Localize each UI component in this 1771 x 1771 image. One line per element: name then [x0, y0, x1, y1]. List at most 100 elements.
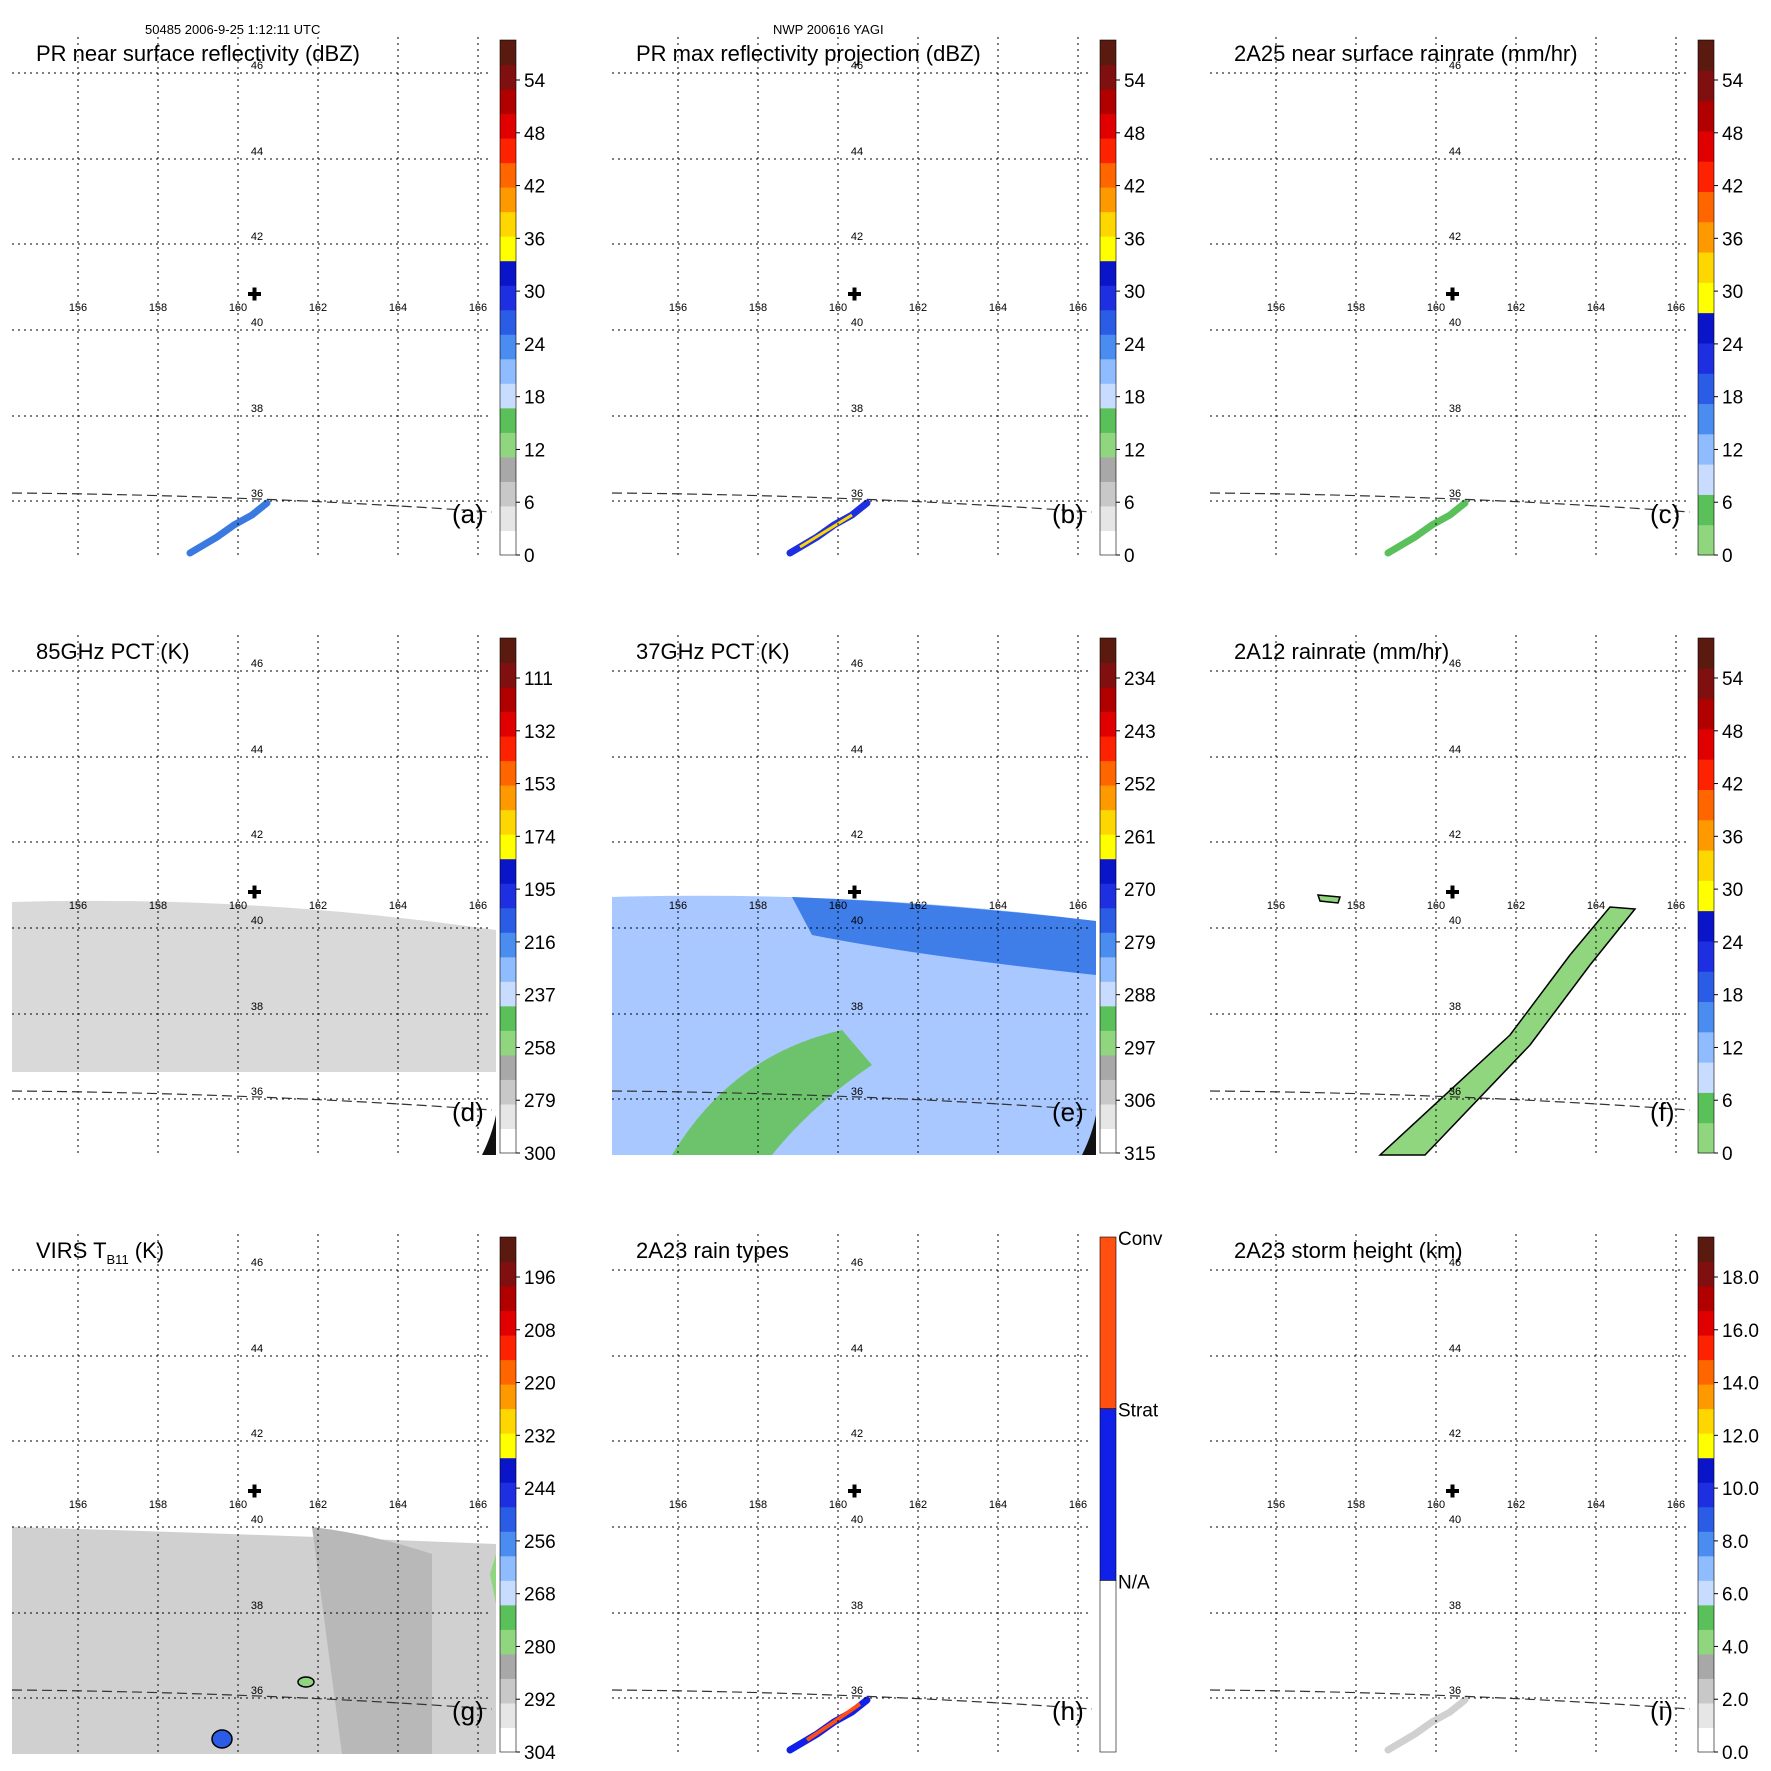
- colorbar-tick-label: 36: [1124, 229, 1145, 250]
- colorbar-tick-label: 216: [524, 933, 556, 954]
- colorbar-tick-label: 220: [524, 1374, 556, 1395]
- colorbar-segment: [1698, 1727, 1714, 1753]
- colorbar-segment: [1698, 464, 1714, 495]
- colorbar-segment: [500, 383, 516, 409]
- lat-tick-label: 46: [251, 60, 263, 72]
- rain-band-a: [186, 499, 271, 557]
- lon-tick-label: 158: [149, 1499, 167, 1511]
- panel-title-d: 85GHz PCT (K): [36, 639, 190, 664]
- colorbar-tick-label: 12: [1722, 440, 1743, 461]
- colorbar-tick-label: 279: [524, 1091, 556, 1112]
- colorbar-segment: [1698, 668, 1714, 700]
- colorbar-tick-label: 195: [524, 880, 556, 901]
- lat-tick-label: 36: [251, 1685, 263, 1697]
- lon-tick-label: 158: [149, 302, 167, 314]
- colorbar-segment: [500, 1457, 516, 1483]
- panel-data-layer-f: [1316, 894, 1637, 1156]
- panel-label-d: (d): [452, 1097, 484, 1127]
- colorbar-tick-label: N/A: [1118, 1572, 1150, 1593]
- colorbar-b: 0 6 12 18 24 30 36 42 48 54: [1099, 39, 1146, 567]
- lat-tick-label: 40: [851, 915, 863, 927]
- marker-v: [1450, 287, 1455, 301]
- virs-cloud-band: [312, 1527, 432, 1754]
- colorbar-segment: [500, 1310, 516, 1336]
- colorbar-segment: [1100, 1128, 1116, 1154]
- colorbar-segment: [1698, 161, 1714, 192]
- panel-f: 156 158 160 162 164 166 46 44 42 40 38 36 2A12 rainr…: [1209, 635, 1744, 1165]
- pct85-swath: [12, 900, 496, 1072]
- lat-tick-label: 42: [251, 829, 263, 841]
- colorbar-segment: [500, 1604, 516, 1630]
- lon-tick-label: 156: [1267, 302, 1285, 314]
- colorbar-segment: [1698, 1604, 1714, 1630]
- colorbar-segment: [500, 358, 516, 384]
- colorbar-segment: [500, 907, 516, 933]
- colorbar-segment: [1698, 1335, 1714, 1361]
- colorbar-segment: [1100, 858, 1116, 884]
- title-main: VIRS T: [36, 1238, 107, 1263]
- colorbar-segment: [500, 456, 516, 482]
- colorbar-segment: [1100, 260, 1116, 286]
- lon-tick-label: 160: [229, 302, 247, 314]
- colorbar-tick-label: 252: [1124, 775, 1156, 796]
- lon-tick-label: 156: [1267, 1499, 1285, 1511]
- colorbar-segment: [1698, 850, 1714, 881]
- colorbar-segment: [1100, 358, 1116, 384]
- colorbar-segment: [1100, 981, 1116, 1007]
- lat-tick-label: 36: [851, 1685, 863, 1697]
- colorbar-tick-label: 42: [524, 177, 545, 198]
- colorbar-segment: [1698, 971, 1714, 1003]
- colorbar-frame: [1697, 1236, 1715, 1753]
- lat-tick-label: 38: [851, 403, 863, 415]
- colorbar-segment: [500, 760, 516, 786]
- colorbar-segment: [500, 1103, 516, 1129]
- colorbar-segment: [1698, 1653, 1714, 1679]
- pct37-warm-region: [672, 1030, 872, 1155]
- colorbar-segment: [1100, 285, 1116, 311]
- colorbar-segment: [1100, 736, 1116, 762]
- colorbar-frame: [499, 1236, 517, 1753]
- colorbar-tick-label: 18: [1722, 986, 1743, 1007]
- colorbar-segment: [500, 1384, 516, 1410]
- colorbar-segment: [1100, 407, 1116, 433]
- lon-tick-label: 166: [1069, 1499, 1087, 1511]
- lat-tick-label: 42: [251, 231, 263, 243]
- colorbar-segment: [1698, 1092, 1714, 1124]
- panel-label-b: (b): [1052, 499, 1084, 529]
- lon-tick-label: 156: [669, 302, 687, 314]
- colorbar-segment: [500, 1030, 516, 1056]
- colorbar-segment: [500, 883, 516, 909]
- colorbar-tick-label: 292: [524, 1690, 556, 1711]
- colorbar-tick-label: 279: [1124, 933, 1156, 954]
- colorbar-tick-label: 270: [1124, 880, 1156, 901]
- colorbar-tick-label: 196: [524, 1268, 556, 1289]
- colorbar-segment: [1100, 456, 1116, 482]
- colorbar-segment: [500, 481, 516, 507]
- colorbar-tick-label: 0: [1722, 1144, 1733, 1165]
- colorbar-tick-label: Strat: [1118, 1401, 1159, 1422]
- panel-i: 156 158 160 162 164 166 46 44 42 40 38 36 2A23 storm…: [1209, 1234, 1759, 1764]
- lon-tick-label: 166: [1069, 302, 1087, 314]
- lat-tick-label: 38: [251, 403, 263, 415]
- lon-tick-label: 166: [469, 1499, 487, 1511]
- colorbar-h: N/A Strat Conv: [1099, 1229, 1163, 1753]
- colorbar-tick-label: 12: [1124, 440, 1145, 461]
- colorbar-segment: [1698, 221, 1714, 253]
- colorbar-segment: [1698, 819, 1714, 851]
- panel-g: 156 158 160 162 164 166 46 44 42 40 38 36 VIRS TB11 …: [11, 1234, 556, 1764]
- colorbar-segment: [500, 1261, 516, 1287]
- colorbar-segment: [1698, 1286, 1714, 1312]
- colorbar-tick-label: 18: [524, 388, 545, 409]
- colorbar-segment: [1698, 1384, 1714, 1410]
- colorbar-segment: [500, 809, 516, 835]
- colorbar-segment: [500, 858, 516, 884]
- rain-band-i: [1384, 1696, 1469, 1754]
- lat-tick-label: 42: [851, 1428, 863, 1440]
- colorbar-tick-label: 24: [1722, 933, 1744, 954]
- storm-center-marker-icon: [848, 885, 861, 899]
- colorbar-segment: [500, 1433, 516, 1459]
- colorbar-segment: [500, 1702, 516, 1728]
- colorbar-segment: [500, 1653, 516, 1679]
- colorbar-segment: [1100, 907, 1116, 933]
- colorbar-tick-label: 42: [1124, 177, 1145, 198]
